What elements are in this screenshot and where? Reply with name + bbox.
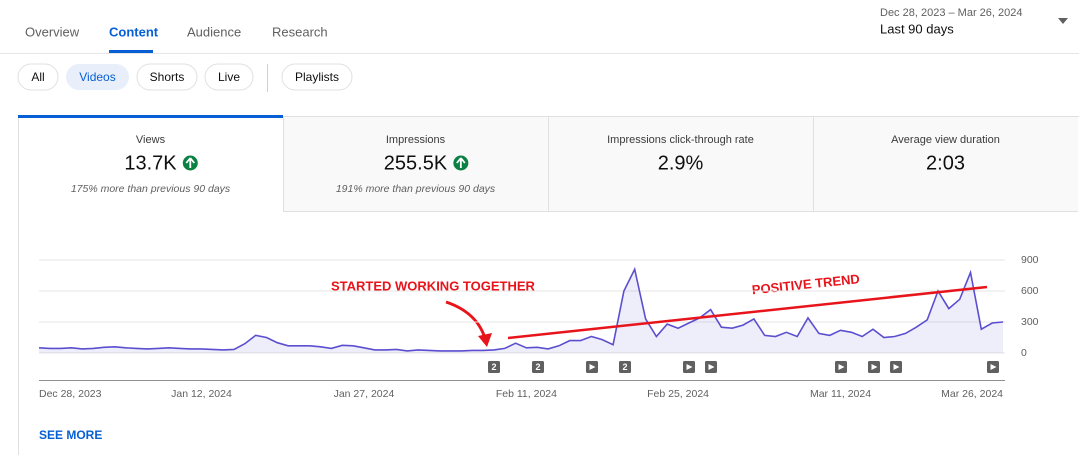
see-more[interactable]: SEE MORE [39,428,102,442]
up-icon-arrow [456,157,466,168]
video-marker-play[interactable] [589,364,596,370]
tab-active[interactable]: Content [109,24,159,39]
chip[interactable] [204,63,254,91]
metric-value[interactable]: 2.9% [658,152,704,174]
publish-badge-count[interactable]: 2 [535,362,540,372]
metrics: Views 13.7K 175% more than previous 90 day… [71,134,1000,195]
video-marker-play[interactable] [838,364,845,370]
tab-indicator [109,50,153,53]
metric-value[interactable]: 2:03 [926,152,965,174]
y-tick-label: 0 [1021,347,1027,359]
metric-label[interactable]: Views [136,134,166,146]
video-marker-play[interactable] [871,364,878,370]
y-tick-label: 300 [1021,316,1039,328]
chip-label[interactable]: Shorts [150,70,185,84]
x-tick-label: Feb 25, 2024 [647,388,709,400]
x-tick-label: Mar 26, 2024 [941,388,1003,400]
tab[interactable]: Audience [187,24,241,39]
publish-badge[interactable] [532,361,544,373]
tab[interactable]: Overview [25,24,80,39]
line [38,266,1004,352]
chip[interactable] [281,63,353,91]
dropdown-arrow[interactable] [1058,18,1068,24]
tab[interactable]: Research [272,24,328,39]
chip[interactable] [136,63,198,91]
publish-badge-count[interactable]: 2 [622,362,627,372]
date-range[interactable]: Dec 28, 2023 – Mar 26, 2024 [880,7,1022,19]
metric-comparison: 175% more than previous 90 days [71,183,231,195]
active-card-indicator [18,115,283,118]
chip-label[interactable]: Playlists [295,70,339,84]
trend-line [507,285,988,340]
annotation: STARTED WORKING TOGETHER [331,278,536,293]
video-marker-play[interactable] [990,364,997,370]
chip[interactable] [17,63,59,91]
date-period[interactable]: Last 90 days [880,21,954,36]
publish-badge[interactable] [619,361,631,373]
metric-tabs-bg [283,117,1078,211]
up-icon-arrow [185,157,195,168]
publish-badge[interactable] [488,361,500,373]
annotation-arrowhead [478,333,492,347]
video-marker-play[interactable] [686,364,693,370]
y-tick-label: 900 [1021,254,1039,266]
video-marker-play[interactable] [893,364,900,370]
x-tick-label: Feb 11, 2024 [496,388,557,400]
metric-label[interactable]: Impressions click-through rate [607,134,754,146]
metric-label[interactable]: Average view duration [891,134,1000,146]
chip-active[interactable] [66,64,129,90]
line-chart: 0 300 600 900 Dec 28, 2023 Jan 12, 2024 Jan 27… [38,254,1039,400]
metric-value[interactable]: 13.7K [124,152,177,174]
video-marker-play[interactable] [708,364,715,370]
chip-label[interactable]: Live [218,70,240,84]
metric-label[interactable]: Impressions [386,134,446,146]
chip-label[interactable]: Videos [79,70,115,84]
y-tick-label: 600 [1021,285,1039,297]
x-tick-label: Mar 11, 2024 [810,388,871,400]
x-tick-label: Jan 12, 2024 [171,388,232,400]
metric-value[interactable]: 255.5K [384,152,448,174]
publish-badge-count[interactable]: 2 [491,362,496,372]
metric-comparison: 191% more than previous 90 days [336,183,496,195]
x-tick-label: Dec 28, 2023 [39,388,102,400]
chip-label[interactable]: All [31,70,44,84]
x-tick-label: Jan 27, 2024 [334,388,395,400]
